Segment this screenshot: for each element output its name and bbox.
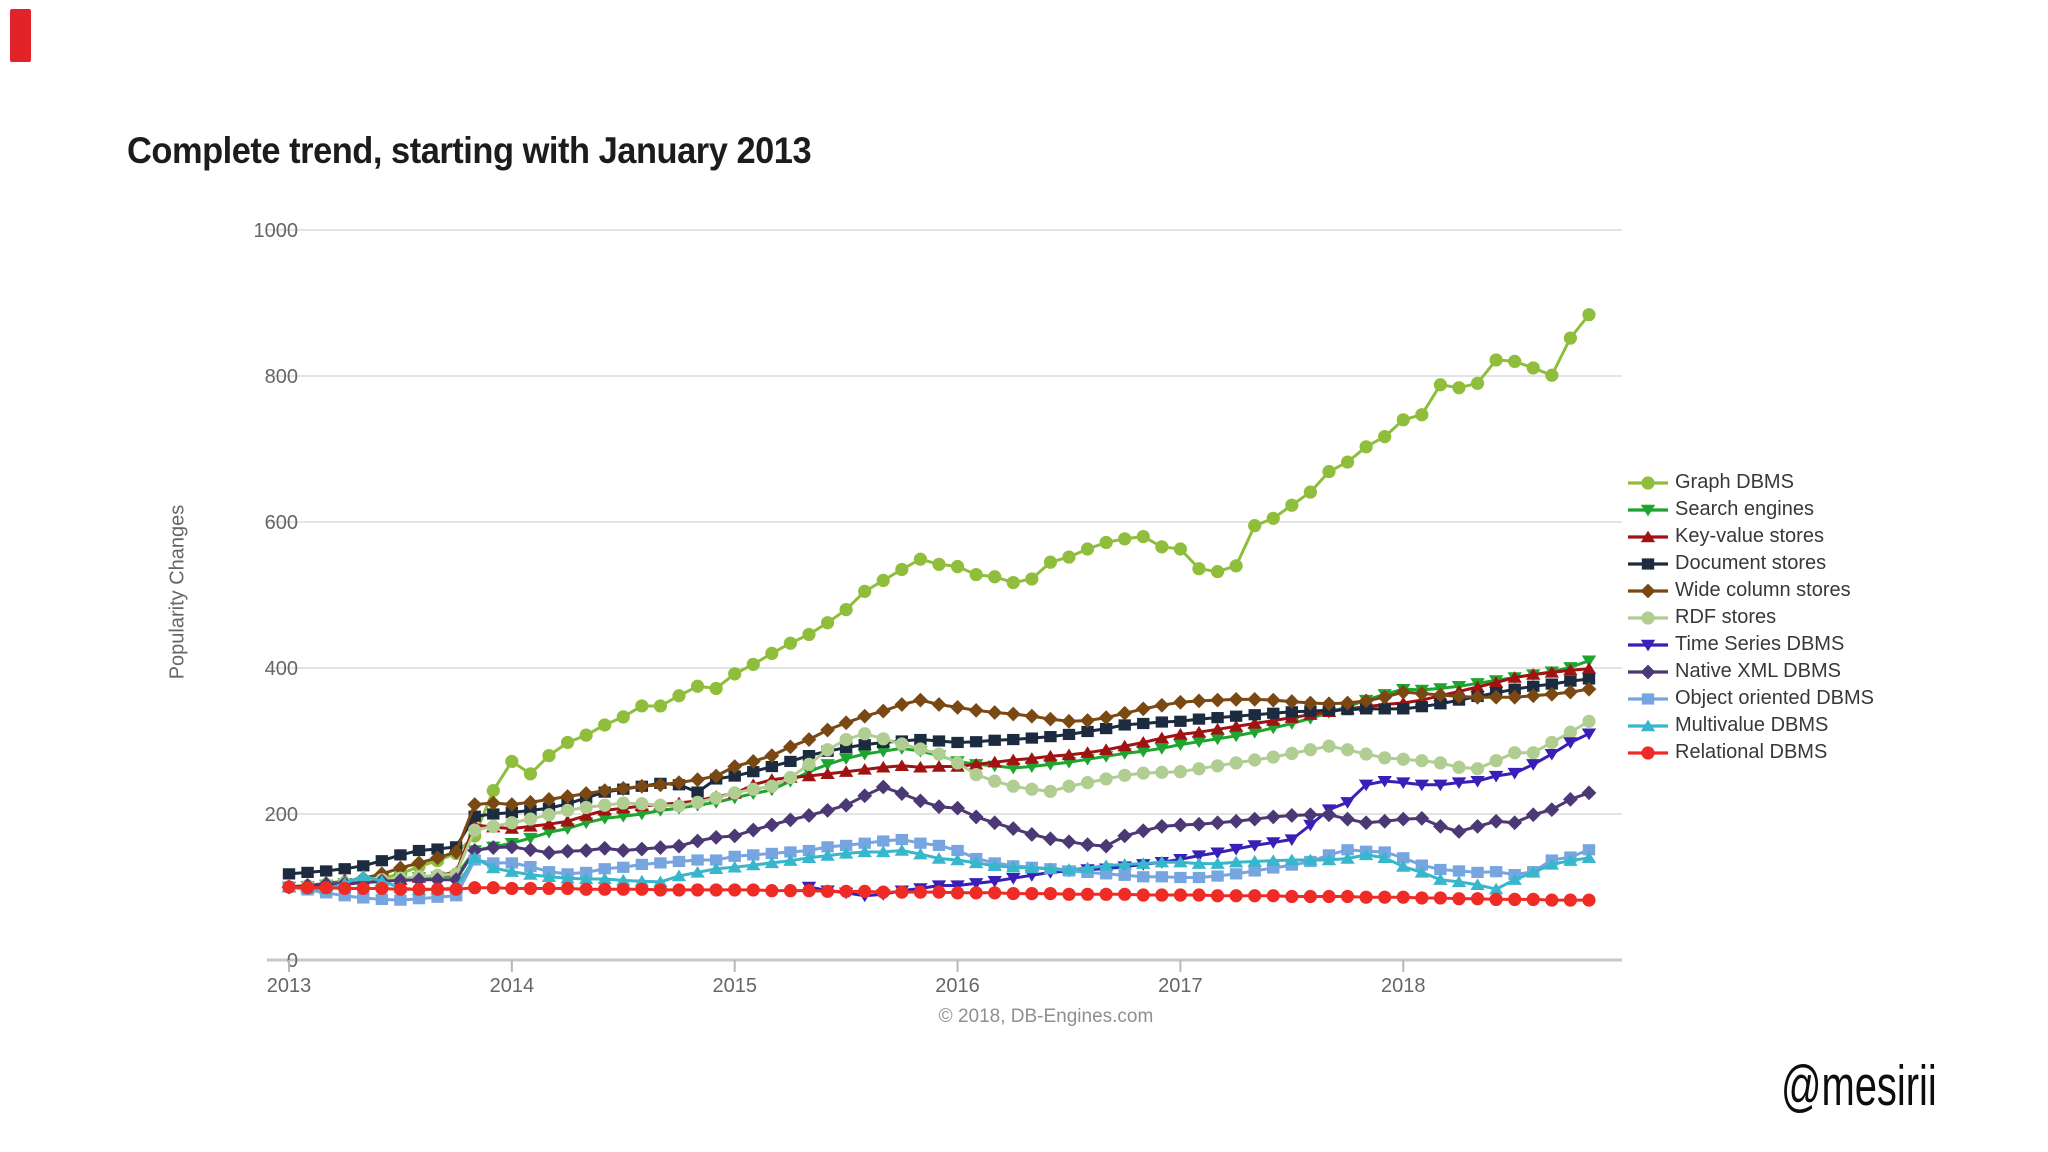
- legend-item-rdf-stores: RDF stores: [1628, 604, 1874, 631]
- legend-marker-icon: [1628, 583, 1668, 598]
- copyright-text: © 2018, DB-Engines.com: [938, 1006, 1154, 1027]
- legend-item-native-xml-dbms: Native XML DBMS: [1628, 658, 1874, 685]
- x-axis: 2013 2014 2015 2016 2017 2018: [267, 960, 1426, 997]
- legend-marker-icon: [1628, 557, 1668, 570]
- x-tick-label: 2013: [267, 975, 312, 997]
- y-tick-label: 400: [265, 658, 298, 680]
- series-native-xml-dbms: [281, 779, 1597, 895]
- legend-label: Graph DBMS: [1675, 471, 1794, 493]
- legend-item-graph-dbms: Graph DBMS: [1628, 469, 1874, 496]
- y-tick-label: 0: [287, 950, 298, 972]
- legend-label: Object oriented DBMS: [1675, 687, 1874, 709]
- legend-label: Relational DBMS: [1675, 741, 1828, 763]
- legend-item-relational-dbms: Relational DBMS: [1628, 739, 1874, 766]
- legend-marker-icon: [1628, 745, 1668, 760]
- legend-item-time-series-dbms: Time Series DBMS: [1628, 631, 1874, 658]
- legend-marker-icon: [1628, 475, 1668, 490]
- legend: Graph DBMS Search engines Key-value stores…: [1628, 469, 1874, 766]
- legend-label: RDF stores: [1675, 606, 1777, 628]
- x-tick-label: 2017: [1158, 975, 1203, 997]
- x-tick-label: 2016: [935, 975, 980, 997]
- x-tick-label: 2018: [1381, 975, 1426, 997]
- y-tick-label: 200: [265, 804, 298, 826]
- legend-item-wide-column-stores: Wide column stores: [1628, 577, 1874, 604]
- legend-marker-icon: [1628, 692, 1668, 705]
- legend-label: Key-value stores: [1675, 525, 1824, 547]
- x-tick-label: 2015: [712, 975, 757, 997]
- legend-label: Native XML DBMS: [1675, 660, 1841, 682]
- legend-label: Time Series DBMS: [1675, 633, 1845, 655]
- legend-marker-icon: [1628, 610, 1668, 625]
- y-tick-label: 1000: [254, 220, 299, 242]
- legend-marker-icon: [1628, 664, 1668, 679]
- y-tick-label: 600: [265, 512, 298, 534]
- legend-item-document-stores: Document stores: [1628, 550, 1874, 577]
- legend-label: Search engines: [1675, 498, 1814, 520]
- y-tick-label: 800: [265, 366, 298, 388]
- legend-item-key-value-stores: Key-value stores: [1628, 523, 1874, 550]
- gridlines: 0 200 400 600 800 1000: [254, 220, 1622, 972]
- series-wide-column-stores: [281, 681, 1597, 895]
- legend-item-object-oriented-dbms: Object oriented DBMS: [1628, 685, 1874, 712]
- legend-item-multivalue-dbms: Multivalue DBMS: [1628, 712, 1874, 739]
- x-tick-label: 2014: [490, 975, 535, 997]
- watermark-handle: @mesirii: [1781, 1054, 1937, 1118]
- legend-label: Multivalue DBMS: [1675, 714, 1829, 736]
- legend-item-search-engines: Search engines: [1628, 496, 1874, 523]
- legend-label: Document stores: [1675, 552, 1827, 574]
- legend-marker-icon: [1628, 639, 1668, 651]
- legend-marker-icon: [1628, 530, 1668, 542]
- page-title: Complete trend, starting with January 20…: [127, 130, 812, 171]
- legend-marker-icon: [1628, 504, 1668, 516]
- legend-label: Wide column stores: [1675, 579, 1851, 601]
- top-left-accent-bar: [10, 9, 31, 62]
- series-relational-dbms: [282, 880, 1596, 907]
- legend-marker-icon: [1628, 719, 1668, 731]
